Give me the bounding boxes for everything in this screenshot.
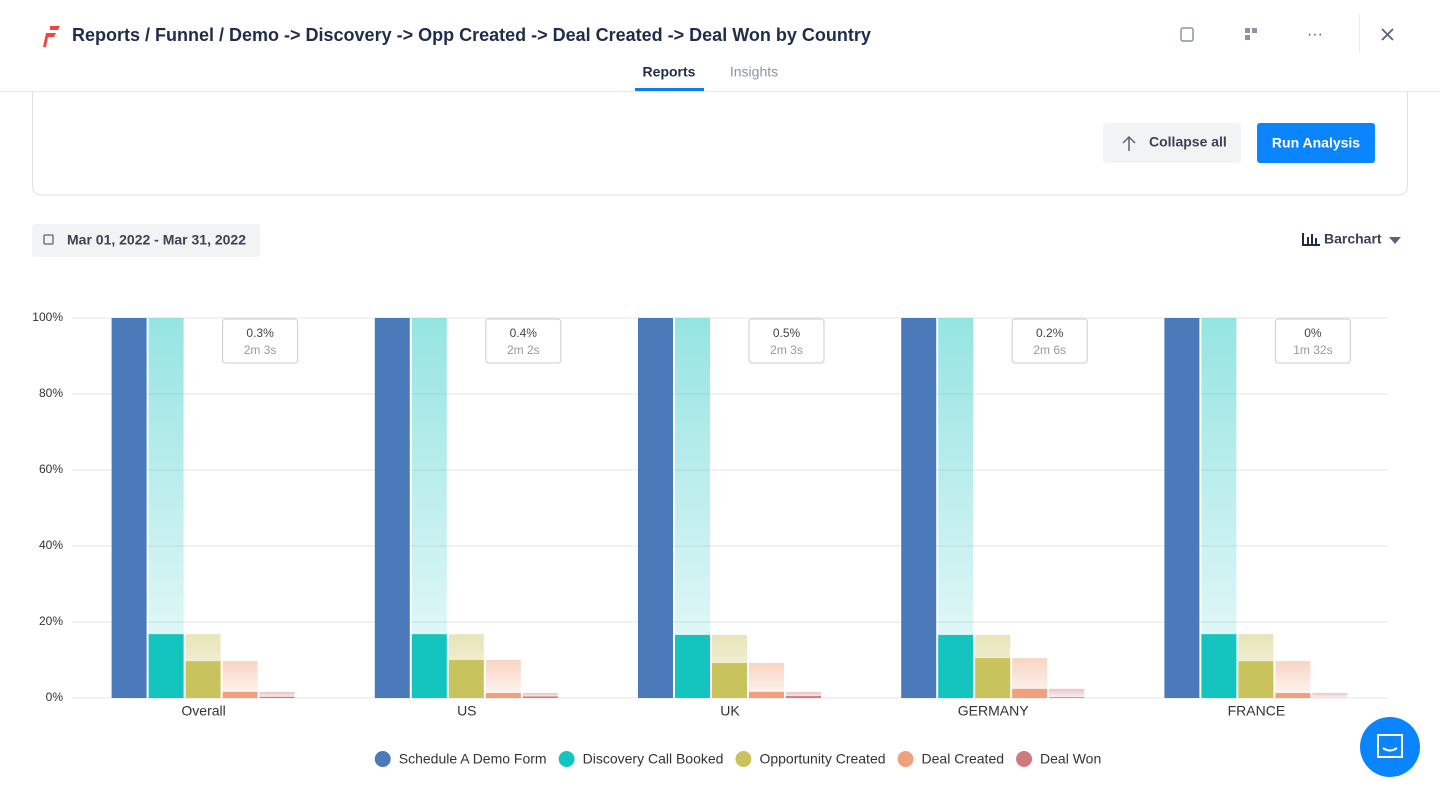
- time-label: 2m 6s: [1033, 343, 1066, 357]
- drop-off-bar: [675, 318, 710, 698]
- run-label: Run Analysis: [1272, 135, 1360, 151]
- bar: [675, 634, 710, 698]
- annotation-box: [222, 318, 299, 364]
- bar: [712, 663, 747, 698]
- chat-button[interactable]: [1360, 717, 1420, 777]
- y-tick-label: 40%: [39, 538, 63, 552]
- x-tick-label: Overall: [181, 703, 225, 719]
- conversion-label: 0.4%: [510, 326, 538, 340]
- bar: [448, 660, 484, 698]
- bar: [638, 318, 673, 698]
- legend-swatch: [735, 751, 752, 767]
- bar: [111, 318, 147, 698]
- arrow-icon: [1122, 135, 1136, 151]
- chart-selector[interactable]: Barchart: [1324, 231, 1382, 247]
- dropdown-caret: [1389, 237, 1401, 244]
- bar: [901, 318, 937, 698]
- bar: [259, 696, 295, 698]
- y-tick-label: 20%: [39, 614, 63, 628]
- bar: [222, 691, 258, 698]
- tab[interactable]: Insights: [730, 64, 778, 80]
- conversion-label: 0.3%: [246, 326, 274, 340]
- barchart-icon: [1302, 233, 1320, 246]
- legend-label: Schedule A Demo Form: [399, 751, 547, 767]
- x-tick-label: US: [457, 703, 476, 719]
- copy-icon[interactable]: [1180, 27, 1194, 42]
- bar: [485, 693, 521, 698]
- bar: [1275, 693, 1311, 698]
- conversion-label: 0.2%: [1036, 326, 1064, 340]
- y-tick-label: 0%: [46, 690, 64, 704]
- bar: [786, 696, 821, 698]
- bar: [148, 634, 184, 698]
- bar: [411, 634, 447, 698]
- legend: Schedule A Demo Form Discovery Call Booke…: [374, 751, 1101, 767]
- run-button[interactable]: [1257, 123, 1375, 163]
- tab-indicator: [635, 88, 704, 91]
- page-title: Reports / Funnel / Demo -> Discovery -> …: [72, 25, 871, 45]
- drop-off-bar: [786, 691, 821, 698]
- drop-off-bar: [1312, 693, 1348, 698]
- bar: [1049, 697, 1085, 698]
- legend-label: Discovery Call Booked: [583, 751, 724, 767]
- close-icon[interactable]: [1381, 28, 1394, 41]
- logo: [43, 26, 60, 47]
- time-label: 2m 3s: [244, 343, 277, 357]
- y-tick-label: 100%: [32, 310, 63, 324]
- y-tick-label: 60%: [39, 462, 63, 476]
- drop-off-bar: [1049, 688, 1085, 698]
- drop-off-bar: [485, 660, 521, 698]
- drop-off-bar: [938, 318, 974, 698]
- calendar-icon: [43, 234, 54, 245]
- query-panel: [32, 92, 1408, 196]
- annotation-box: [1011, 318, 1088, 364]
- legend-swatch: [897, 751, 914, 767]
- bar: [1012, 688, 1048, 698]
- time-label: 1m 32s: [1293, 343, 1332, 357]
- legend-label: Opportunity Created: [759, 751, 885, 767]
- conversion-label: 0.5%: [773, 326, 801, 340]
- date-range: Mar 01, 2022 - Mar 31, 2022: [67, 232, 246, 248]
- drop-off-bar: [222, 661, 258, 698]
- x-tick-label: GERMANY: [958, 703, 1029, 719]
- conversion-label: 0%: [1304, 326, 1322, 340]
- bar: [522, 696, 558, 698]
- drop-off-bar: [259, 691, 295, 698]
- x-tick-label: UK: [720, 703, 740, 719]
- bar: [749, 691, 784, 698]
- y-tick-label: 80%: [39, 386, 63, 400]
- legend-label: Deal Won: [1040, 751, 1101, 767]
- collapse-button[interactable]: [1103, 123, 1241, 163]
- annotation-box: [485, 318, 562, 364]
- bar: [185, 661, 221, 698]
- bar: [938, 634, 974, 698]
- date-picker[interactable]: [32, 224, 260, 257]
- drop-off-bar: [1275, 661, 1311, 698]
- tab[interactable]: Reports: [643, 64, 696, 80]
- bar: [1238, 661, 1274, 698]
- bar: [1201, 634, 1237, 698]
- chart: 0% 20% 40% 60% 80% 100% Overall 0.3% 2m 3s US 0.4%…: [32, 310, 1388, 767]
- annotation-box: [1274, 318, 1351, 364]
- more-icon[interactable]: ···: [1307, 26, 1323, 43]
- bar: [374, 318, 410, 698]
- chat-icon: [1377, 734, 1403, 758]
- bar: [975, 658, 1011, 698]
- header: [0, 0, 1440, 91]
- legend-label: Deal Created: [922, 751, 1005, 767]
- dashboard-icon[interactable]: [1245, 28, 1257, 40]
- legend-swatch: [558, 751, 575, 767]
- legend-swatch: [1016, 751, 1033, 767]
- annotation-box: [748, 318, 825, 364]
- drop-off-bar: [522, 693, 558, 698]
- time-label: 2m 3s: [770, 343, 803, 357]
- collapse-label: Collapse all: [1149, 134, 1227, 150]
- bar: [1164, 318, 1200, 698]
- legend-swatch: [374, 751, 391, 767]
- time-label: 2m 2s: [507, 343, 540, 357]
- x-tick-label: FRANCE: [1228, 703, 1286, 719]
